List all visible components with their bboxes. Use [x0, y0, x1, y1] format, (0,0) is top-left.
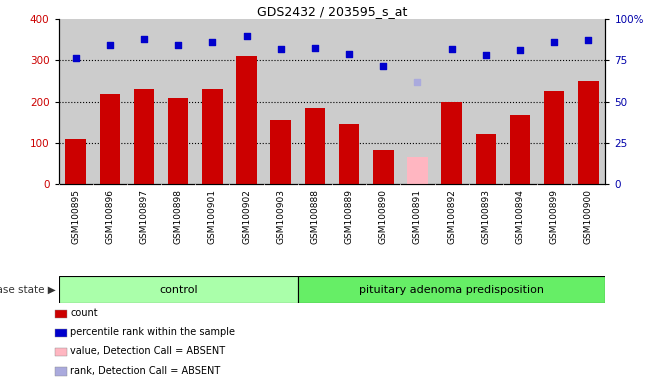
Text: GSM100894: GSM100894 [516, 189, 525, 244]
Point [515, 47, 525, 53]
Text: GSM100889: GSM100889 [344, 189, 353, 244]
Point [310, 45, 320, 51]
Point [583, 37, 594, 43]
Text: pituitary adenoma predisposition: pituitary adenoma predisposition [359, 285, 544, 295]
Text: GSM100895: GSM100895 [71, 189, 80, 244]
Bar [65, 139, 86, 184]
Bar [305, 108, 325, 184]
Point [412, 79, 422, 85]
Point [105, 42, 115, 48]
Point [139, 36, 149, 42]
Point [70, 55, 81, 61]
Point [344, 51, 354, 57]
Text: GSM100897: GSM100897 [139, 189, 148, 244]
Bar [544, 91, 564, 184]
Bar [408, 157, 428, 184]
Text: disease state ▶: disease state ▶ [0, 285, 55, 295]
Text: GSM100900: GSM100900 [584, 189, 593, 244]
Bar [298, 276, 605, 303]
Bar [134, 89, 154, 184]
Bar [100, 94, 120, 184]
Bar [59, 276, 298, 303]
Title: GDS2432 / 203595_s_at: GDS2432 / 203595_s_at [257, 5, 407, 18]
Bar [475, 134, 496, 184]
Point [207, 39, 217, 45]
Text: GSM100893: GSM100893 [481, 189, 490, 244]
Text: percentile rank within the sample: percentile rank within the sample [70, 327, 235, 337]
Bar [510, 115, 530, 184]
Text: GSM100891: GSM100891 [413, 189, 422, 244]
Text: rank, Detection Call = ABSENT: rank, Detection Call = ABSENT [70, 366, 221, 376]
Text: GSM100901: GSM100901 [208, 189, 217, 244]
Text: GSM100892: GSM100892 [447, 189, 456, 244]
Bar [202, 89, 223, 184]
Text: GSM100896: GSM100896 [105, 189, 115, 244]
Bar [578, 81, 598, 184]
Point [447, 46, 457, 52]
Text: GSM100890: GSM100890 [379, 189, 388, 244]
Point [480, 52, 491, 58]
Bar [441, 102, 462, 184]
Point [275, 46, 286, 52]
Point [242, 33, 252, 39]
Bar [236, 56, 256, 184]
Bar [168, 98, 189, 184]
Text: GSM100903: GSM100903 [276, 189, 285, 244]
Bar [339, 124, 359, 184]
Bar [271, 119, 291, 184]
Text: GSM100899: GSM100899 [549, 189, 559, 244]
Point [549, 39, 559, 45]
Text: GSM100898: GSM100898 [174, 189, 183, 244]
Text: GSM100902: GSM100902 [242, 189, 251, 244]
Text: GSM100888: GSM100888 [311, 189, 320, 244]
Text: count: count [70, 308, 98, 318]
Bar [373, 150, 393, 184]
Point [378, 63, 389, 69]
Point [173, 42, 184, 48]
Text: control: control [159, 285, 197, 295]
Text: value, Detection Call = ABSENT: value, Detection Call = ABSENT [70, 346, 225, 356]
